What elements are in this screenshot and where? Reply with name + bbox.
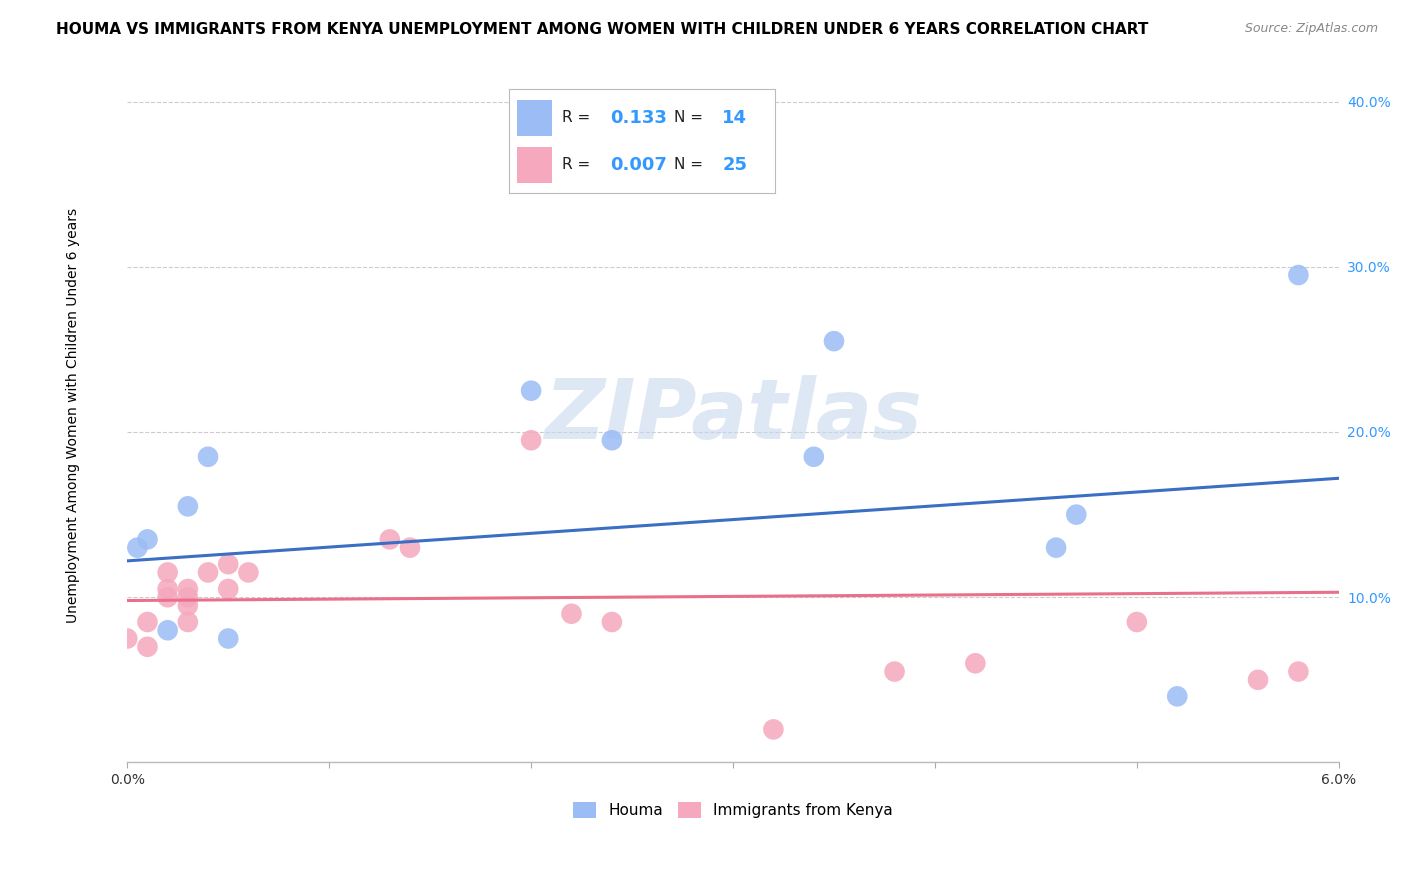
- Point: [378, 533, 401, 547]
- Point: [560, 607, 582, 621]
- Point: [156, 624, 179, 638]
- Text: ZIPatlas: ZIPatlas: [544, 375, 922, 456]
- Point: [762, 723, 785, 737]
- Point: [1126, 615, 1149, 629]
- Text: Source: ZipAtlas.com: Source: ZipAtlas.com: [1244, 22, 1378, 36]
- Point: [217, 632, 239, 646]
- Point: [1166, 690, 1188, 704]
- Point: [177, 500, 200, 514]
- Point: [600, 434, 623, 448]
- Point: [399, 541, 422, 555]
- Point: [156, 566, 179, 580]
- Point: [117, 632, 139, 646]
- Point: [217, 582, 239, 596]
- Text: HOUMA VS IMMIGRANTS FROM KENYA UNEMPLOYMENT AMONG WOMEN WITH CHILDREN UNDER 6 YE: HOUMA VS IMMIGRANTS FROM KENYA UNEMPLOYM…: [56, 22, 1149, 37]
- Point: [1066, 508, 1088, 522]
- Point: [883, 665, 905, 679]
- Point: [965, 657, 987, 671]
- Point: [156, 591, 179, 605]
- Point: [136, 615, 159, 629]
- Point: [520, 434, 543, 448]
- Point: [803, 450, 825, 464]
- Point: [197, 450, 219, 464]
- Point: [156, 582, 179, 596]
- Point: [600, 615, 623, 629]
- Point: [136, 640, 159, 654]
- Point: [177, 599, 200, 613]
- Text: Unemployment Among Women with Children Under 6 years: Unemployment Among Women with Children U…: [66, 208, 80, 623]
- Point: [177, 582, 200, 596]
- Point: [823, 334, 845, 348]
- Point: [127, 541, 149, 555]
- Point: [136, 533, 159, 547]
- Point: [177, 615, 200, 629]
- Point: [1286, 268, 1309, 282]
- Point: [238, 566, 260, 580]
- Point: [177, 591, 200, 605]
- Legend: Houma, Immigrants from Kenya: Houma, Immigrants from Kenya: [567, 796, 900, 824]
- Point: [1247, 673, 1270, 687]
- Point: [217, 557, 239, 571]
- Point: [520, 384, 543, 398]
- Point: [1045, 541, 1067, 555]
- Point: [1286, 665, 1309, 679]
- Point: [197, 566, 219, 580]
